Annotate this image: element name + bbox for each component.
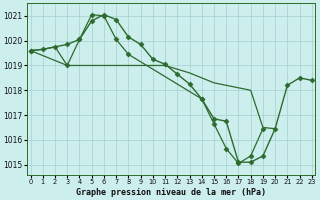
X-axis label: Graphe pression niveau de la mer (hPa): Graphe pression niveau de la mer (hPa) xyxy=(76,188,266,197)
